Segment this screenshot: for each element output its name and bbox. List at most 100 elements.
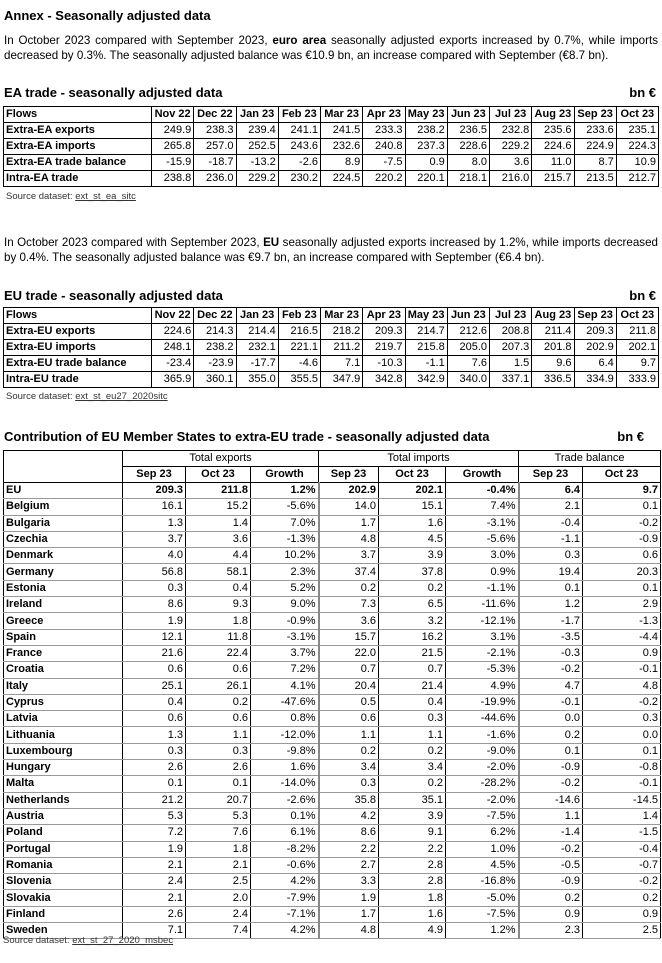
- table-row: Extra-EA exports 249.9 238.3 239.4 241.1 241.…: [3, 122, 660, 139]
- value-cell: 1.2: [518, 596, 584, 614]
- column-header: Oct 23: [582, 466, 662, 483]
- value-cell: 0.3: [518, 547, 584, 565]
- value-cell: 2.7: [318, 856, 380, 875]
- value-cell: 202.9: [318, 481, 380, 500]
- value-cell: 248.1: [150, 339, 195, 356]
- contrib-table-title: Contribution of EU Member States to extr…: [4, 429, 490, 444]
- group-header: Total exports: [121, 450, 320, 467]
- value-cell: 3.9: [378, 807, 447, 826]
- value-cell: 207.3: [488, 339, 533, 356]
- value-cell: 1.3: [122, 514, 186, 532]
- value-cell: 0.9%: [445, 563, 520, 581]
- value-cell: -2.6: [277, 154, 322, 171]
- value-cell: -0.9: [582, 530, 662, 549]
- value-cell: 0.5: [318, 693, 380, 712]
- value-cell: -1.4: [518, 824, 584, 842]
- value-cell: -3.1%: [249, 628, 320, 646]
- country-name: Germany: [3, 563, 123, 581]
- value-cell: -1.1: [404, 355, 448, 372]
- country-row: Greece 1.9 1.8 -0.9% 3.6 3.2 -12.1% -1.7 -1.3: [3, 612, 662, 630]
- value-cell: 0.6: [122, 661, 186, 679]
- source-link[interactable]: ext_st_27_2020_msbec: [72, 935, 174, 946]
- value-cell: 0.9: [582, 644, 662, 663]
- country-row: Lithuania 1.3 1.1 -12.0% 1.1 1.1 -1.6% 0.2 0.0: [3, 726, 662, 744]
- value-cell: -16.8%: [445, 873, 520, 891]
- value-cell: 1.6: [378, 514, 447, 532]
- value-cell: 8.7: [573, 154, 617, 171]
- value-cell: 5.3: [185, 807, 251, 826]
- value-cell: 15.2: [185, 498, 251, 516]
- value-cell: 4.2: [318, 807, 380, 826]
- value-cell: 0.3: [122, 742, 186, 761]
- country-row: Ireland 8.6 9.3 9.0% 7.3 6.5 -11.6% 1.2 2.9: [3, 596, 662, 614]
- value-cell: 238.2: [404, 122, 448, 139]
- country-row: Austria 5.3 5.3 0.1% 4.2 3.9 -7.5% 1.1 1.4: [3, 807, 662, 826]
- value-cell: -0.2: [582, 514, 662, 532]
- country-row: Malta 0.1 0.1 -14.0% 0.3 0.2 -28.2% -0.2 -0.1: [3, 775, 662, 793]
- value-cell: 7.2: [122, 824, 186, 842]
- source-link[interactable]: ext_st_eu27_2020sitc: [75, 391, 168, 402]
- ea-table-title: EA trade - seasonally adjusted data: [4, 85, 223, 100]
- value-cell: 6.5: [378, 596, 447, 614]
- country-name: Slovenia: [3, 873, 123, 891]
- value-cell: 3.7: [318, 547, 380, 565]
- value-cell: 5.3: [122, 807, 186, 826]
- table-row: Intra-EA trade 238.8 236.0 229.2 230.2 224.5 2…: [3, 170, 660, 187]
- value-cell: 4.8: [318, 922, 380, 940]
- value-cell: 3.1%: [445, 628, 520, 646]
- value-cell: -0.5: [518, 856, 584, 875]
- column-header: Flows: [3, 106, 152, 123]
- value-cell: 3.4: [318, 759, 380, 777]
- value-cell: 0.9: [518, 905, 584, 924]
- value-cell: 0.2: [185, 693, 251, 712]
- column-header: Growth: [445, 466, 520, 483]
- value-cell: 3.6: [185, 530, 251, 549]
- value-cell: -0.1: [582, 775, 662, 793]
- value-cell: 0.2: [318, 742, 380, 761]
- value-cell: 2.8: [378, 856, 447, 875]
- ea-source: Source dataset: ext_st_ea_sitc: [6, 191, 136, 202]
- value-cell: 4.5: [378, 530, 447, 549]
- value-cell: 3.7: [122, 530, 186, 549]
- row-label: Intra-EU trade: [3, 371, 152, 388]
- value-cell: -1.6%: [445, 726, 520, 744]
- country-row: Germany 56.8 58.1 2.3% 37.4 37.8 0.9% 19.4 20.3: [3, 563, 662, 581]
- value-cell: 2.4: [122, 873, 186, 891]
- country-name: Greece: [3, 612, 123, 630]
- value-cell: 2.2: [378, 840, 447, 858]
- value-cell: -14.0%: [249, 775, 320, 793]
- value-cell: 208.8: [488, 323, 533, 340]
- value-cell: 1.0%: [445, 840, 520, 858]
- country-name: Austria: [3, 807, 123, 826]
- value-cell: 202.1: [378, 481, 447, 500]
- value-cell: 0.6: [318, 710, 380, 728]
- table-row: Extra-EU exports 224.6 214.3 214.4 216.5 218.…: [3, 323, 660, 340]
- value-cell: 241.1: [277, 122, 322, 139]
- value-cell: 0.2: [518, 726, 584, 744]
- value-cell: -15.9: [150, 154, 195, 171]
- value-cell: 0.2: [378, 775, 447, 793]
- value-cell: 211.8: [185, 481, 251, 500]
- value-cell: 224.3: [615, 138, 660, 155]
- value-cell: 334.9: [573, 371, 617, 388]
- source-link[interactable]: ext_st_ea_sitc: [75, 191, 136, 202]
- value-cell: 0.1: [518, 742, 584, 761]
- country-row: Netherlands 21.2 20.7 -2.6% 35.8 35.1 -2.0% -14…: [3, 791, 662, 809]
- source-label: Source dataset:: [3, 935, 73, 946]
- value-cell: 1.1: [518, 807, 584, 826]
- value-cell: 4.8: [318, 530, 380, 549]
- value-cell: 360.1: [193, 371, 237, 388]
- value-cell: 7.3: [318, 596, 380, 614]
- value-cell: -0.2: [518, 840, 584, 858]
- value-cell: 232.6: [319, 138, 364, 155]
- value-cell: 4.1%: [249, 677, 320, 695]
- value-cell: 11.8: [185, 628, 251, 646]
- column-header: Jun 23: [446, 307, 491, 324]
- value-cell: 0.2: [378, 579, 447, 598]
- value-cell: 12.1: [122, 628, 186, 646]
- value-cell: 214.7: [404, 323, 448, 340]
- country-name: Spain: [3, 628, 123, 646]
- value-cell: -7.9%: [249, 889, 320, 907]
- country-name: Hungary: [3, 759, 123, 777]
- country-row: Poland 7.2 7.6 6.1% 8.6 9.1 6.2% -1.4 -1.5: [3, 824, 662, 842]
